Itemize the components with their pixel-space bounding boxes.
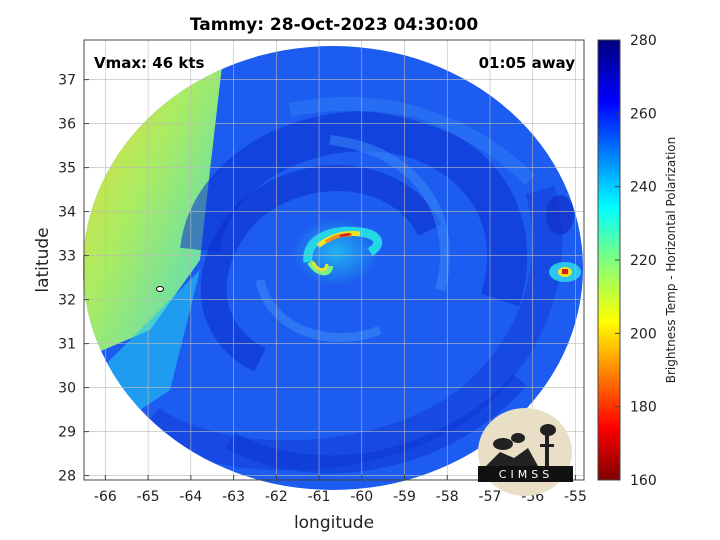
x-tick-label: -62 (265, 489, 288, 505)
logo-text: CIMSS (499, 468, 553, 481)
y-tick-label: 33 (58, 249, 76, 265)
time-away-label: 01:05 away (479, 54, 576, 72)
colorbar-label: Brightness Temp - Horizontal Polarizatio… (664, 137, 678, 384)
x-tick-label: -57 (479, 489, 502, 505)
gridlines (84, 40, 584, 480)
x-tick-label: -61 (308, 489, 331, 505)
y-tick-label: 32 (58, 293, 76, 309)
y-tick-label: 35 (58, 161, 76, 177)
y-tick-label: 28 (58, 469, 76, 485)
island-outline (156, 286, 164, 292)
x-tick-label: -55 (564, 489, 587, 505)
y-axis-ticks: 37 36 35 34 33 32 31 30 29 28 (58, 73, 89, 485)
x-tick-label: -66 (94, 489, 117, 505)
colorbar-tick-label: 160 (630, 473, 657, 489)
colorbar-tick-label: 240 (630, 180, 657, 196)
y-tick-label: 30 (58, 381, 76, 397)
x-tick-label: -64 (179, 489, 202, 505)
x-tick-label: -65 (137, 489, 160, 505)
y-tick-label: 37 (58, 73, 76, 89)
y-axis-label: latitude (33, 227, 53, 292)
colorbar-ticks: 280 260 240 220 200 180 160 (615, 33, 657, 489)
x-tick-label: -63 (222, 489, 245, 505)
x-tick-label: -59 (393, 489, 416, 505)
colorbar-tick-label: 220 (630, 253, 657, 269)
x-tick-label: -58 (436, 489, 459, 505)
microwave-swath (83, 46, 583, 490)
colorbar-tick-label: 280 (630, 33, 657, 49)
y-tick-label: 29 (58, 425, 76, 441)
y-tick-label: 34 (58, 205, 76, 221)
vmax-label: Vmax: 46 kts (94, 54, 204, 72)
colorbar-tick-label: 200 (630, 326, 657, 342)
cimss-logo: CIMSS (478, 408, 573, 496)
y-tick-label: 31 (58, 337, 76, 353)
colorbar-tick-label: 260 (630, 106, 657, 122)
y-tick-label: 36 (58, 117, 76, 133)
x-axis-ticks: -66 -65 -64 -63 -62 -61 -60 -59 -58 -57 -56 -55 (94, 475, 587, 505)
x-tick-label: -60 (350, 489, 373, 505)
x-axis-label: longitude (294, 513, 374, 533)
colorbar-tick-label: 180 (630, 400, 657, 416)
chart-title: Tammy: 28-Oct-2023 04:30:00 (190, 15, 478, 35)
axes-frame (83, 39, 585, 481)
